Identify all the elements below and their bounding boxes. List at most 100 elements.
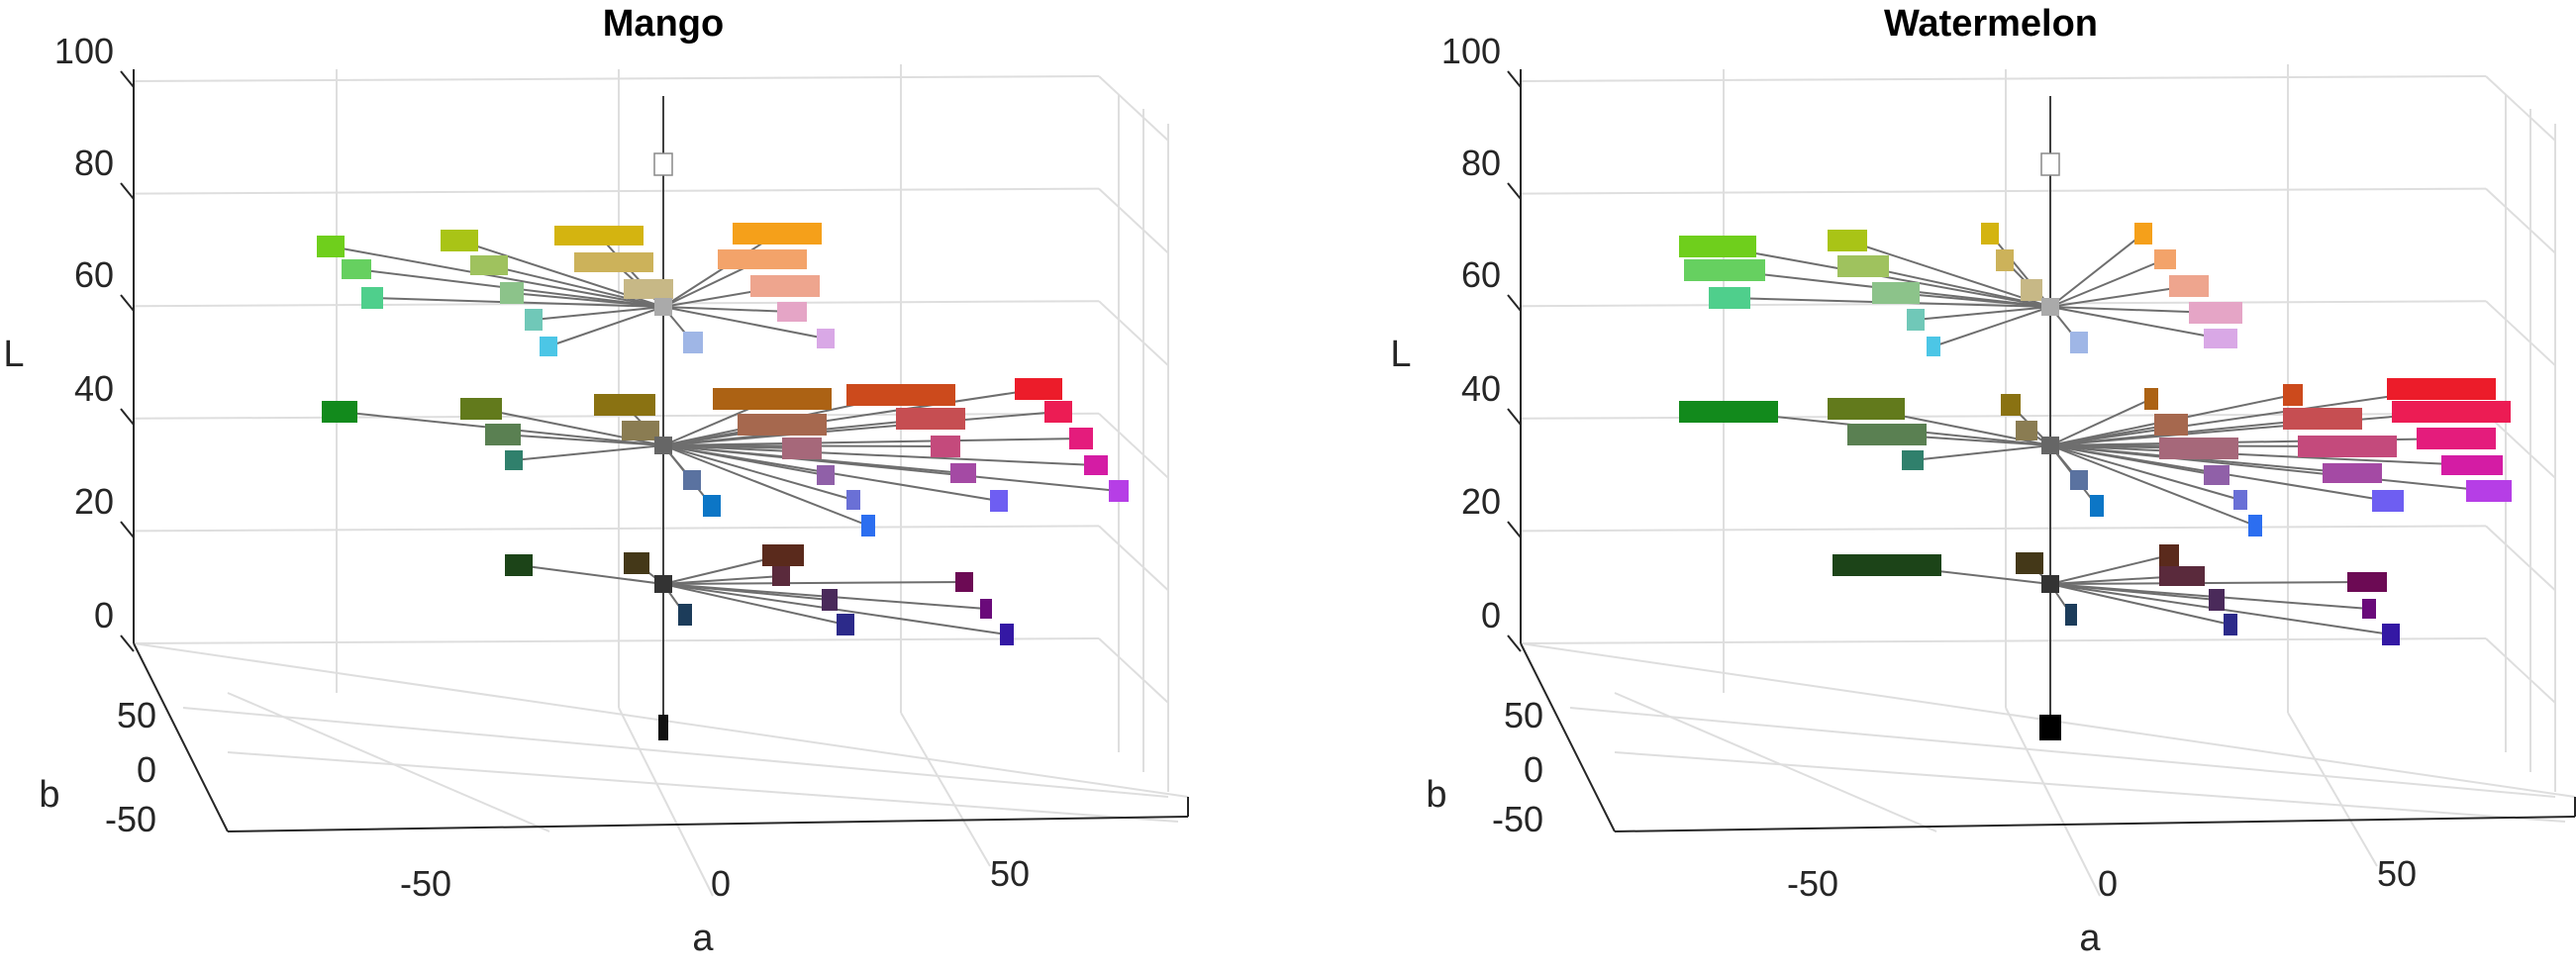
color-point bbox=[2154, 249, 2176, 269]
grid-line bbox=[133, 75, 1100, 82]
z-tick-label: 40 bbox=[74, 368, 114, 409]
color-point bbox=[2466, 480, 2512, 502]
connector-line bbox=[2049, 581, 2368, 585]
connector-line bbox=[662, 233, 778, 308]
x-tick-label: -50 bbox=[1787, 863, 1838, 904]
grid-line bbox=[1614, 692, 1937, 832]
connector-line bbox=[2049, 444, 2490, 492]
color-point bbox=[1828, 230, 1867, 251]
connector-line bbox=[2049, 444, 2241, 501]
color-point bbox=[624, 279, 673, 299]
color-point bbox=[2144, 388, 2158, 410]
color-point bbox=[2362, 599, 2376, 619]
color-point bbox=[322, 401, 357, 423]
z-tick-mark bbox=[120, 294, 135, 312]
color-point bbox=[713, 388, 832, 410]
connector-line bbox=[662, 388, 1040, 446]
grid-line bbox=[1569, 707, 2556, 798]
connector-line bbox=[330, 245, 664, 308]
color-point bbox=[500, 282, 524, 304]
color-point bbox=[931, 436, 960, 457]
z-tick-mark bbox=[120, 634, 135, 652]
color-point bbox=[2070, 332, 2088, 353]
axes: 100 80 60 40 20 0 50 0 -50 -50 0 50 a b L bbox=[1390, 31, 2576, 959]
color-point bbox=[2189, 302, 2242, 324]
color-point bbox=[678, 604, 692, 626]
chart-title: Watermelon bbox=[1883, 3, 2099, 45]
grid-line bbox=[2485, 300, 2556, 366]
gray-center-point bbox=[654, 298, 672, 316]
color-point bbox=[2417, 428, 2496, 449]
grid-line bbox=[227, 692, 550, 832]
neutral-point bbox=[2040, 152, 2060, 176]
color-point bbox=[837, 614, 854, 635]
grid bbox=[1520, 64, 2576, 897]
grid-line bbox=[182, 707, 1169, 798]
connector-line bbox=[2049, 285, 2190, 308]
connector-line bbox=[2049, 398, 2152, 446]
layer-group bbox=[317, 223, 835, 356]
color-point bbox=[772, 566, 790, 586]
grid-line bbox=[2485, 413, 2556, 479]
grid-line bbox=[1098, 300, 1169, 366]
gray-center-point bbox=[2041, 298, 2059, 316]
x-tick-label: 0 bbox=[2098, 863, 2118, 904]
axis-line bbox=[133, 642, 229, 832]
grid-line bbox=[1520, 525, 2487, 533]
connector-line bbox=[2049, 554, 2170, 585]
color-point bbox=[861, 515, 875, 536]
connector-line bbox=[518, 564, 664, 585]
connector-line bbox=[2049, 306, 2217, 314]
z-tick-label: 80 bbox=[74, 143, 114, 183]
gray-center-point bbox=[654, 437, 672, 454]
color-point bbox=[1907, 309, 1925, 331]
grid-line bbox=[2485, 75, 2556, 142]
gray-center-point bbox=[654, 575, 672, 593]
z-tick-label: 100 bbox=[54, 31, 114, 71]
layer-group bbox=[1833, 544, 2400, 645]
color-point bbox=[2392, 401, 2511, 423]
color-point bbox=[2001, 394, 2021, 416]
color-point bbox=[2298, 436, 2397, 457]
color-point bbox=[817, 329, 835, 348]
grid-line bbox=[2005, 707, 2101, 897]
connector-line bbox=[662, 438, 1082, 446]
grid-line bbox=[900, 712, 991, 867]
connector-line bbox=[547, 306, 664, 347]
color-point bbox=[1872, 282, 1920, 304]
grid-line bbox=[133, 300, 1100, 308]
color-point bbox=[1109, 480, 1129, 502]
neutral-point bbox=[2039, 715, 2061, 740]
connector-line bbox=[1932, 306, 2051, 347]
color-point bbox=[1679, 236, 1756, 257]
color-point bbox=[1902, 450, 1924, 470]
grid-line bbox=[1098, 75, 1169, 142]
grid-line bbox=[1098, 525, 1169, 592]
layer-group bbox=[1679, 378, 2512, 536]
grid-line bbox=[133, 187, 1100, 195]
connector-line bbox=[662, 306, 827, 340]
z-tick-mark bbox=[120, 408, 135, 426]
color-point bbox=[317, 236, 345, 257]
color-point bbox=[1709, 287, 1750, 309]
color-point bbox=[822, 589, 838, 611]
grid-line bbox=[133, 637, 1100, 644]
connector-line bbox=[662, 583, 846, 626]
color-point bbox=[2169, 275, 2209, 297]
z-tick-mark bbox=[1507, 182, 1522, 200]
chart-title: Mango bbox=[602, 3, 725, 45]
color-point bbox=[2382, 624, 2400, 645]
color-point bbox=[733, 223, 822, 244]
y-axis-label: b bbox=[1426, 774, 1446, 816]
color-point bbox=[2283, 384, 2303, 406]
color-point bbox=[554, 226, 644, 245]
connector-line bbox=[513, 444, 664, 461]
data-marks bbox=[1679, 96, 2512, 740]
z-axis-label: L bbox=[1390, 334, 1411, 375]
color-point bbox=[718, 249, 807, 269]
connector-line bbox=[662, 444, 869, 527]
x-tick-label: 50 bbox=[2377, 853, 2417, 894]
y-tick-label: 0 bbox=[1524, 749, 1543, 790]
color-point bbox=[2372, 490, 2404, 512]
color-point bbox=[2154, 414, 2188, 436]
